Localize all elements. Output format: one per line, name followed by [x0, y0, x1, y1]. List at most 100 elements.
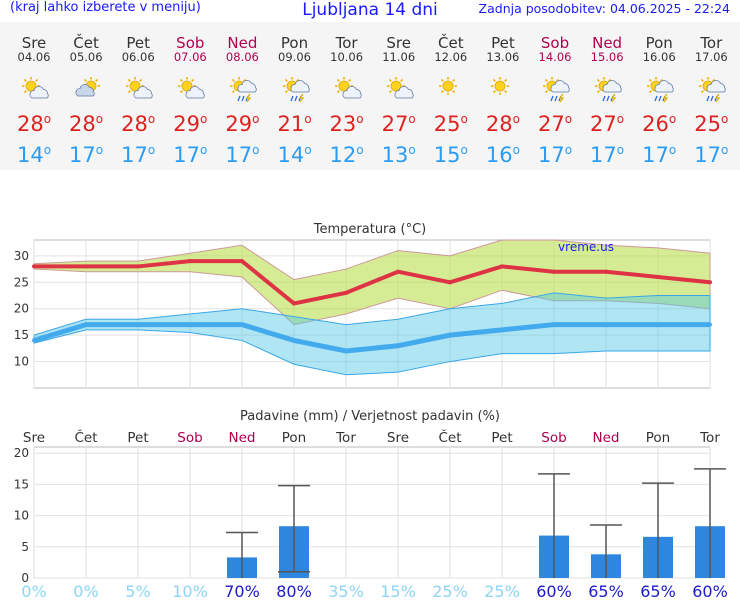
degree-mark: o [95, 143, 104, 157]
max-temp-value: 28 [16, 112, 44, 136]
day-column-9: Pet 13.06 28o 16o [475, 22, 531, 170]
max-temp-point [240, 259, 244, 264]
day-name: Pet [126, 34, 150, 52]
max-temp-value: 27 [537, 112, 565, 136]
min-temp: 12o [319, 143, 375, 167]
max-temp: 29o [162, 112, 218, 136]
day-column-6: Tor 10.06 23o 12o [319, 22, 375, 170]
min-temp-value: 12 [329, 143, 357, 167]
day-name: Čet [73, 34, 99, 52]
storm-icon [645, 76, 675, 103]
max-temp-point [136, 264, 140, 269]
probability-label: 60% [692, 582, 728, 600]
min-temp: 17o [631, 143, 687, 167]
min-temp-point [188, 322, 192, 327]
storm-icon [281, 76, 311, 103]
probability-label: 25% [484, 582, 520, 600]
max-temp: 27o [371, 112, 427, 136]
min-temp: 13o [371, 143, 427, 167]
max-temp: 29o [214, 112, 270, 136]
degree-mark: o [356, 112, 364, 126]
storm-icon [228, 76, 258, 103]
min-temp-value: 17 [121, 143, 148, 167]
cloud-sun-icon [72, 76, 102, 102]
day-column-7: Sre 11.06 27o 13o [371, 22, 427, 170]
degree-mark: o [460, 143, 468, 157]
max-temp: 27o [527, 112, 583, 136]
max-temp-value: 27 [590, 112, 617, 136]
day-column-3: Sob 07.06 29o 17o [162, 22, 218, 170]
min-temp-value: 14 [277, 143, 305, 167]
min-temp-value: 15 [433, 143, 461, 167]
max-temp: 27o [579, 112, 635, 136]
degree-mark: o [304, 112, 312, 126]
x-tick-label: Sob [541, 430, 566, 446]
day-name: Ned [227, 34, 258, 52]
probability-label: 5% [125, 582, 150, 600]
min-temp: 17o [527, 143, 583, 167]
max-temp-value: 27 [381, 112, 409, 136]
degree-mark: o [43, 143, 52, 157]
degree-mark: o [199, 112, 208, 126]
y-tick-label: 0 [21, 571, 29, 585]
max-temp: 23o [319, 112, 375, 136]
min-temp-value: 16 [485, 143, 513, 167]
max-temp-point [708, 280, 712, 285]
day-name: Sre [21, 34, 47, 52]
page-title: Ljubljana 14 dni [302, 0, 438, 20]
day-name: Pet [491, 34, 515, 52]
x-tick-label: Čet [438, 428, 461, 446]
degree-mark: o [720, 143, 729, 157]
day-date: 13.06 [486, 50, 520, 64]
x-tick-label: Čet [74, 428, 97, 446]
daily-forecast-strip: Sre 04.06 28o 14o Čet 05.06 28o 17o Pet 06.06 28o 1… [0, 22, 740, 170]
min-temp-point [344, 349, 348, 353]
min-temp: 16o [475, 143, 531, 167]
max-temp: 25o [683, 112, 739, 136]
degree-mark: o [304, 143, 312, 157]
day-column-8: Čet 12.06 25o 15o [423, 22, 479, 170]
max-temp-value: 26 [642, 112, 669, 136]
min-temp-point [32, 338, 36, 343]
degree-mark: o [616, 112, 625, 126]
header-bar: (kraj lahko izberete v meniju) Ljubljana… [0, 0, 740, 22]
day-name: Sob [176, 34, 205, 52]
day-date: 14.06 [538, 50, 572, 64]
probability-label: 10% [172, 582, 208, 600]
degree-mark: o [95, 112, 104, 126]
y-tick-label: 25 [14, 275, 29, 289]
min-temp-point [240, 322, 244, 327]
min-temp-point [448, 333, 452, 338]
location-menu-hint[interactable]: (kraj lahko izberete v meniju) [10, 0, 201, 15]
min-temp-value: 17 [173, 143, 200, 167]
min-temp-point [136, 322, 140, 327]
min-temp-point [604, 322, 608, 327]
y-tick-label: 15 [14, 477, 29, 491]
max-temp-value: 25 [694, 112, 721, 136]
max-temp-point [344, 290, 348, 295]
day-column-4: Ned 08.06 29o 17o [214, 22, 270, 170]
min-temp: 15o [423, 143, 479, 167]
degree-mark: o [252, 112, 260, 126]
max-temp: 25o [423, 112, 479, 136]
sun-icon [489, 76, 519, 102]
watermark: vreme.us [558, 240, 614, 254]
degree-mark: o [564, 143, 573, 157]
degree-mark: o [564, 112, 573, 126]
x-tick-label: Ned [593, 430, 620, 446]
day-name: Sre [386, 34, 411, 52]
precipitation-chart: Padavine (mm) / Verjetnost padavin (%) Sr… [14, 409, 728, 600]
min-temp-value: 14 [16, 143, 44, 167]
sun-cloud-icon [333, 76, 363, 102]
charts-area: Temperatura (°C) 10 15 20 25 30 vreme.us Padav… [0, 214, 740, 600]
max-temp: 28o [110, 112, 166, 136]
max-temp: 26o [631, 112, 687, 136]
max-temp-value: 21 [277, 112, 305, 136]
max-temp-point [292, 301, 296, 306]
day-date: 09.06 [278, 50, 311, 64]
max-temp-value: 29 [225, 112, 253, 136]
min-range-band [33, 292, 711, 376]
y-tick-label: 30 [14, 249, 29, 263]
min-temp: 17o [110, 143, 166, 167]
temperature-chart-title: Temperatura (°C) [313, 222, 426, 237]
